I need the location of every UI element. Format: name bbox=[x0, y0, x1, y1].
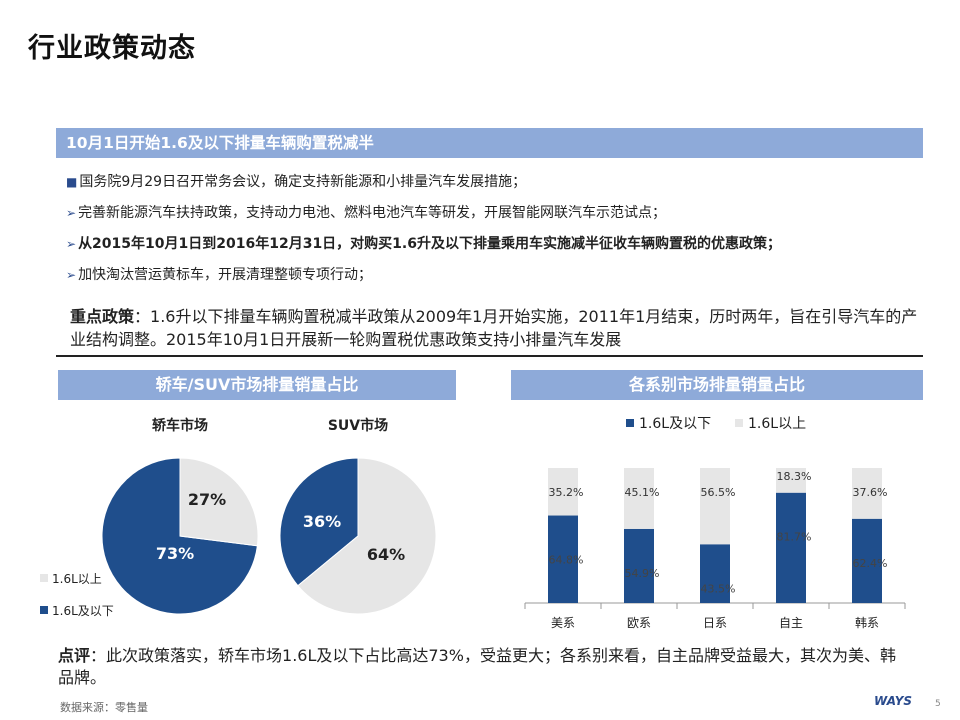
key-policy: 重点政策：1.6升以下排量车辆购置税减半政策从2009年1月开始实施，2011年… bbox=[70, 305, 920, 351]
bar-segment-high bbox=[624, 468, 654, 529]
pie-label: 27% bbox=[188, 490, 226, 509]
bar-data-label: 18.3% bbox=[777, 470, 812, 483]
pie-legend-label: 1.6L及以下 bbox=[52, 604, 114, 618]
bar-segment-low bbox=[548, 515, 578, 603]
key-policy-text: ：1.6升以下排量车辆购置税减半政策从2009年1月开始实施，2011年1月结束… bbox=[70, 307, 918, 349]
bullet-marker: ■ bbox=[66, 175, 78, 189]
pie-title: 轿车市场 bbox=[152, 417, 208, 434]
comment: 点评：此次政策落实，轿车市场1.6L及以下占比高达73%，受益更大；各系别来看，… bbox=[58, 645, 898, 689]
x-tick-label: 韩系 bbox=[855, 615, 879, 630]
bar-data-label: 43.5% bbox=[701, 582, 736, 595]
bar-segment-low bbox=[624, 528, 654, 603]
pie-label: 36% bbox=[303, 512, 341, 531]
pie-section-banner: 轿车/SUV市场排量销量占比 bbox=[58, 370, 456, 400]
page-title: 行业政策动态 bbox=[28, 33, 196, 64]
bullet-text: 国务院9月29日召开常务会议，确定支持新能源和小排量汽车发展措施； bbox=[79, 174, 527, 190]
legend-swatch-light bbox=[40, 574, 48, 582]
divider bbox=[56, 355, 923, 357]
bullet-marker: ➢ bbox=[66, 237, 77, 251]
bar-segment-low bbox=[776, 492, 806, 603]
legend-swatch-dark bbox=[626, 419, 634, 427]
ways-logo: WAYS bbox=[874, 694, 913, 708]
bullet-item: ➢ 加快淘汰营运黄标车，开展清理整顿专项行动； bbox=[66, 263, 926, 294]
pie-label: 64% bbox=[367, 545, 405, 564]
bar-data-label: 54.9% bbox=[625, 567, 660, 580]
legend-swatch-light bbox=[735, 419, 743, 427]
bullet-text: 加快淘汰营运黄标车，开展清理整顿专项行动； bbox=[78, 267, 373, 283]
x-tick-label: 自主 bbox=[779, 616, 803, 630]
bullet-list: ■ 国务院9月29日召开常务会议，确定支持新能源和小排量汽车发展措施； ➢ 完善新能… bbox=[66, 170, 926, 294]
bar-legend-label: 1.6L及以下 bbox=[639, 416, 711, 432]
pie-legend-label: 1.6L以上 bbox=[52, 572, 102, 586]
pie-slice-dark bbox=[279, 457, 359, 587]
pie-title: SUV市场 bbox=[328, 417, 388, 434]
bullet-item: ■ 国务院9月29日召开常务会议，确定支持新能源和小排量汽车发展措施； bbox=[66, 170, 926, 201]
pie-slice-dark bbox=[101, 457, 258, 615]
x-tick-label: 欧系 bbox=[627, 616, 651, 630]
bar-data-label: 37.6% bbox=[853, 486, 888, 499]
legend-swatch-dark bbox=[40, 606, 48, 614]
bar-data-label: 45.1% bbox=[625, 486, 660, 499]
bullet-item: ➢ 完善新能源汽车扶持政策，支持动力电池、燃料电池汽车等研发，开展智能网联汽车示范… bbox=[66, 201, 926, 232]
pie-slice-light bbox=[179, 457, 259, 547]
data-source: 数据来源：零售量 bbox=[60, 701, 148, 714]
bar-data-label: 62.4% bbox=[853, 557, 888, 570]
bullet-marker: ➢ bbox=[66, 206, 77, 220]
pie-label: 73% bbox=[156, 544, 194, 563]
bar-segment-high bbox=[852, 468, 882, 519]
bar-segment-high bbox=[548, 468, 578, 516]
bar-data-label: 56.5% bbox=[701, 486, 736, 499]
comment-text: ：此次政策落实，轿车市场1.6L及以下占比高达73%，受益更大；各系别来看，自主… bbox=[58, 646, 896, 687]
bullet-text: 从2015年10月1日到2016年12月31日，对购买1.6升及以下排量乘用车实… bbox=[78, 236, 781, 252]
bar-legend-label: 1.6L以上 bbox=[748, 416, 806, 432]
x-tick-label: 日系 bbox=[703, 616, 727, 630]
bullet-marker: ➢ bbox=[66, 268, 77, 282]
comment-label: 点评 bbox=[58, 646, 91, 665]
bar-data-label: 64.8% bbox=[549, 554, 584, 567]
pie-slice-light bbox=[297, 457, 437, 615]
bar-data-label: 35.2% bbox=[549, 486, 584, 499]
bar-data-label: 81.7% bbox=[777, 531, 812, 544]
bullet-item: ➢ 从2015年10月1日到2016年12月31日，对购买1.6升及以下排量乘用车… bbox=[66, 232, 926, 263]
bar-segment-high bbox=[776, 468, 806, 493]
bar-section-banner: 各系别市场排量销量占比 bbox=[511, 370, 923, 400]
page-number: 5 bbox=[935, 699, 941, 709]
bar-segment-low bbox=[700, 544, 730, 603]
bullet-text: 完善新能源汽车扶持政策，支持动力电池、燃料电池汽车等研发，开展智能网联汽车示范试… bbox=[78, 205, 667, 221]
policy-banner: 10月1日开始1.6及以下排量车辆购置税减半 bbox=[56, 128, 923, 158]
bar-segment-low bbox=[852, 518, 882, 603]
key-policy-label: 重点政策 bbox=[70, 307, 135, 326]
bar-segment-high bbox=[700, 468, 730, 545]
x-tick-label: 美系 bbox=[551, 616, 575, 630]
